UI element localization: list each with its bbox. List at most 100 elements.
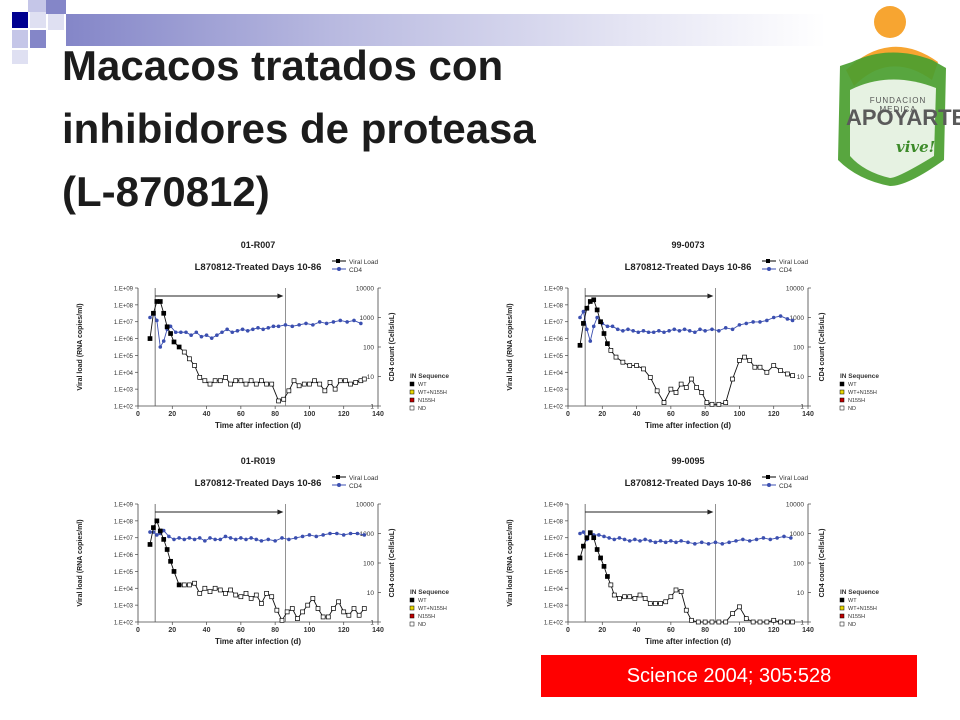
data-point-cd4 xyxy=(638,539,642,543)
data-point-viral-load xyxy=(654,388,660,394)
data-point-cd4 xyxy=(768,537,773,542)
data-point-cd4 xyxy=(293,536,298,540)
sequence-legend-label: N155H xyxy=(848,398,865,404)
data-point-viral-load xyxy=(322,388,328,394)
data-point-cd4 xyxy=(686,540,690,545)
data-point-viral-load xyxy=(181,349,187,355)
chart-panel-99-0073: 99-0073 L870812-Treated Days 10-86 Viral L… xyxy=(507,240,879,430)
treatment-arrow-head xyxy=(277,293,284,299)
data-point-viral-load xyxy=(617,596,622,601)
sequence-legend-title: IN Sequence xyxy=(840,373,879,380)
data-point-viral-load xyxy=(594,547,600,552)
data-point-viral-load xyxy=(663,599,669,605)
data-point-cd4 xyxy=(239,536,243,540)
x-axis-label: Time after infection (d) xyxy=(645,421,731,430)
data-point-viral-load xyxy=(233,378,239,384)
data-point-viral-load xyxy=(743,616,749,621)
data-point-cd4 xyxy=(148,315,152,320)
series-line-cd4 xyxy=(579,310,793,343)
data-point-cd4 xyxy=(687,328,692,333)
sequence-legend-label: ND xyxy=(848,406,856,412)
data-point-viral-load xyxy=(217,378,223,384)
y-axis-label: Viral load (RNA copies/ml) xyxy=(77,303,84,390)
data-point-viral-load xyxy=(212,585,218,591)
data-point-viral-load xyxy=(289,606,295,611)
data-point-cd4 xyxy=(345,320,349,324)
y-axis-label: Viral load (RNA copies/ml) xyxy=(507,519,514,606)
y2-tick-label: 10000 xyxy=(786,502,804,509)
sequence-legend-marker xyxy=(839,389,845,395)
data-point-viral-load xyxy=(317,381,323,387)
data-point-viral-load xyxy=(223,374,228,380)
data-point-viral-load xyxy=(279,617,285,623)
y2-tick-label: 10000 xyxy=(786,286,804,293)
data-point-viral-load xyxy=(627,363,633,368)
y-tick-label: 1.E+03 xyxy=(114,388,134,394)
data-point-cd4 xyxy=(158,345,163,349)
y-tick-label: 1.E+03 xyxy=(114,604,134,610)
data-point-viral-load xyxy=(356,612,362,618)
sequence-legend-marker xyxy=(839,605,845,611)
title-accent-bar xyxy=(66,14,826,46)
y-tick-label: 1.E+02 xyxy=(544,405,564,411)
legend-marker-viral xyxy=(766,475,770,479)
data-point-viral-load xyxy=(620,359,626,365)
data-point-cd4 xyxy=(307,533,312,537)
data-point-viral-load xyxy=(243,590,249,596)
y-tick-label: 1.E+02 xyxy=(114,405,134,411)
data-point-cd4 xyxy=(194,330,199,335)
data-point-cd4 xyxy=(627,539,632,543)
data-point-viral-load xyxy=(661,400,667,405)
data-point-cd4 xyxy=(706,542,711,546)
y2-tick-label: 1 xyxy=(800,404,804,411)
data-point-cd4 xyxy=(622,537,627,542)
y-tick-label: 1.E+09 xyxy=(544,503,564,509)
data-point-cd4 xyxy=(672,327,677,332)
data-point-viral-load xyxy=(637,592,643,598)
x-axis-label: Time after infection (d) xyxy=(215,637,301,646)
y-tick-label: 1.E+07 xyxy=(544,536,564,542)
legend-marker-cd4 xyxy=(337,483,341,487)
treatment-arrow-head xyxy=(277,509,284,515)
y-tick-label: 1.E+03 xyxy=(544,604,564,610)
data-point-cd4 xyxy=(727,540,731,545)
data-point-cd4 xyxy=(679,539,683,543)
data-point-viral-load xyxy=(202,585,208,591)
data-point-cd4 xyxy=(758,320,762,324)
sequence-legend-marker xyxy=(409,405,415,411)
data-point-viral-load xyxy=(147,542,153,547)
data-point-cd4 xyxy=(300,534,305,539)
data-point-cd4 xyxy=(751,320,755,324)
data-point-viral-load xyxy=(291,378,297,384)
data-point-viral-load xyxy=(151,310,156,316)
x-tick-label: 0 xyxy=(566,411,570,418)
data-point-cd4 xyxy=(317,320,322,324)
y2-tick-label: 10 xyxy=(797,374,805,381)
data-point-cd4 xyxy=(775,536,779,540)
logo-text-tagline: vive! xyxy=(896,138,936,156)
y2-tick-label: 1 xyxy=(800,620,804,627)
data-point-viral-load xyxy=(641,366,646,372)
x-tick-label: 100 xyxy=(304,627,316,634)
x-tick-label: 80 xyxy=(271,411,279,418)
data-point-cd4 xyxy=(585,327,589,332)
data-point-viral-load xyxy=(233,592,239,598)
data-point-cd4 xyxy=(744,321,749,326)
y2-axis-label: CD4 count (Cells/uL) xyxy=(819,529,826,598)
y2-tick-label: 1000 xyxy=(360,315,375,322)
data-point-cd4 xyxy=(610,324,615,329)
data-point-viral-load xyxy=(320,614,326,620)
data-point-cd4 xyxy=(251,327,255,332)
data-point-viral-load xyxy=(668,386,674,392)
treatment-arrow-head xyxy=(707,293,714,299)
legend-marker-cd4 xyxy=(767,267,771,271)
y-tick-label: 1.E+09 xyxy=(114,503,134,509)
data-point-viral-load xyxy=(161,537,167,542)
logo-shield-inner xyxy=(850,79,936,178)
citation-box: Science 2004; 305:528 xyxy=(541,655,917,697)
y-tick-label: 1.E+05 xyxy=(114,354,134,360)
data-point-cd4 xyxy=(636,330,641,335)
y-tick-label: 1.E+04 xyxy=(114,587,134,593)
data-point-cd4 xyxy=(698,327,702,332)
data-point-cd4 xyxy=(651,330,656,335)
